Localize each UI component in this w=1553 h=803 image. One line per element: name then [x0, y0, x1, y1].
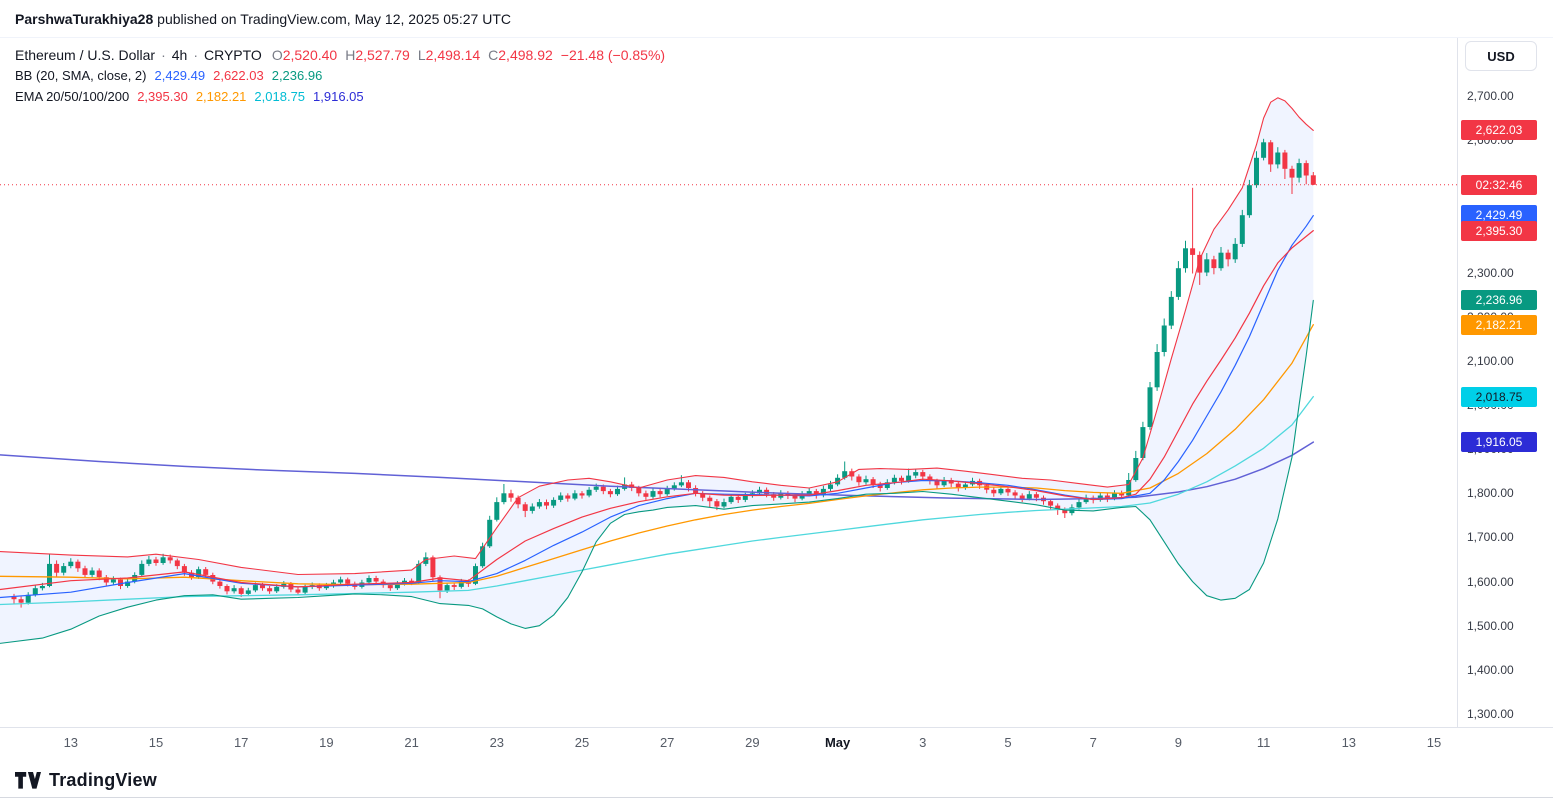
price-scale[interactable]: USD 2,700.002,600.002,500.002,400.002,30…: [1457, 38, 1553, 727]
bb-basis-value: 2,429.49: [154, 68, 206, 83]
legend: Ethereum / U.S. Dollar · 4h · CRYPTO O2,…: [15, 44, 665, 107]
publisher-username: ParshwaTurakhiya28: [15, 11, 154, 27]
bb-lower-badge: 2,236.96: [1461, 290, 1537, 311]
ema100-value: 2,018.75: [254, 89, 306, 104]
ema200-badge: 1,916.05: [1461, 432, 1537, 453]
price-change: −21.48 (−0.85%): [560, 46, 666, 63]
time-axis-label: 11: [1256, 735, 1271, 750]
ema200-value: 1,916.05: [313, 89, 364, 104]
footer: TradingView: [15, 766, 157, 794]
ohlc-high: H2,527.79: [345, 46, 410, 63]
bb-basis-line: [0, 215, 1314, 599]
countdown-badge: 02:32:46: [1461, 174, 1537, 195]
time-axis-label: 15: [1426, 735, 1442, 750]
price-axis-label: 2,100.00: [1467, 353, 1514, 368]
time-axis-label: 3: [919, 735, 927, 750]
time-axis-label: 13: [63, 735, 79, 750]
legend-separator: ·: [161, 46, 166, 63]
symbol-legend-row[interactable]: Ethereum / U.S. Dollar · 4h · CRYPTO O2,…: [15, 44, 665, 65]
time-axis-label: 5: [1004, 735, 1012, 750]
price-axis-label: 1,300.00: [1467, 707, 1514, 721]
bb-lower-line: [0, 299, 1314, 644]
ema-label: EMA 20/50/100/200: [15, 89, 130, 104]
time-axis-label: 7: [1089, 735, 1097, 750]
ema100-line: [0, 395, 1314, 606]
legend-separator: ·: [193, 46, 198, 63]
time-axis-label: 25: [574, 735, 590, 750]
symbol-exchange: CRYPTO: [203, 46, 262, 63]
symbol-interval: 4h: [171, 46, 188, 63]
time-axis-label: 23: [489, 735, 505, 750]
time-scale[interactable]: 13 15 17 19 21 23 25 27 29 May 3 5 7 9 11 13 15: [0, 727, 1553, 761]
time-axis-label: 17: [233, 735, 249, 750]
price-axis-label: 2,300.00: [1467, 265, 1514, 280]
bb-upper-badge: 2,622.03: [1461, 120, 1537, 141]
time-axis-label: 13: [1341, 735, 1357, 750]
price-axis-label: 1,400.00: [1467, 662, 1514, 677]
bb-label: BB (20, SMA, close, 2): [15, 68, 147, 83]
time-axis-label: May: [824, 735, 851, 750]
ema-legend-row[interactable]: EMA 20/50/100/200 2,395.30 2,182.21 2,01…: [15, 86, 665, 107]
candles: [11, 138, 1316, 608]
ema20-line: [0, 230, 1314, 591]
time-axis-label: 15: [148, 735, 164, 750]
price-axis-label: 2,700.00: [1467, 89, 1514, 103]
price-axis-label: 1,500.00: [1467, 618, 1514, 633]
time-axis-label: 19: [319, 735, 334, 750]
header: ParshwaTurakhiya28 published on TradingV…: [0, 0, 1553, 38]
symbol-title: Ethereum / U.S. Dollar: [15, 46, 156, 63]
ema50-badge: 2,182.21: [1461, 314, 1537, 335]
price-chart-canvas[interactable]: [0, 38, 1457, 727]
ema100-badge: 2,018.75: [1461, 386, 1537, 407]
time-axis-label: 21: [404, 735, 419, 750]
ema50-line: [0, 324, 1314, 586]
currency-toggle-button[interactable]: USD: [1465, 41, 1537, 71]
chart-area[interactable]: Ethereum / U.S. Dollar · 4h · CRYPTO O2,…: [0, 38, 1457, 727]
bb-basis-badge: 2,429.49: [1461, 205, 1537, 226]
price-axis-label: 1,700.00: [1467, 530, 1514, 545]
ohlc-open: O2,520.40: [271, 46, 338, 63]
time-axis-label: 27: [659, 735, 675, 750]
bollinger-band-fill: [0, 97, 1314, 644]
ema20-value: 2,395.30: [137, 89, 188, 104]
time-axis-label: 29: [745, 735, 760, 750]
bb-upper-value: 2,622.03: [213, 68, 264, 83]
publish-info: published on TradingView.com, May 12, 20…: [153, 11, 511, 27]
tradingview-logo-icon[interactable]: [15, 771, 41, 789]
ema20-badge: 2,395.30: [1461, 220, 1537, 241]
price-axis-label: 1,800.00: [1467, 486, 1514, 501]
ohlc-low: L2,498.14: [417, 46, 481, 63]
bb-lower-value: 2,236.96: [271, 68, 323, 83]
bb-legend-row[interactable]: BB (20, SMA, close, 2) 2,429.49 2,622.03…: [15, 65, 665, 86]
chart-plot[interactable]: [0, 38, 1457, 727]
bottom-divider: [0, 797, 1553, 798]
time-axis-label: 9: [1174, 735, 1182, 750]
price-axis-label: 1,600.00: [1467, 574, 1514, 589]
ohlc-close: C2,498.92: [488, 46, 553, 63]
ema50-value: 2,182.21: [195, 89, 247, 104]
tradingview-wordmark[interactable]: TradingView: [49, 769, 157, 790]
bb-upper-line: [0, 97, 1314, 576]
